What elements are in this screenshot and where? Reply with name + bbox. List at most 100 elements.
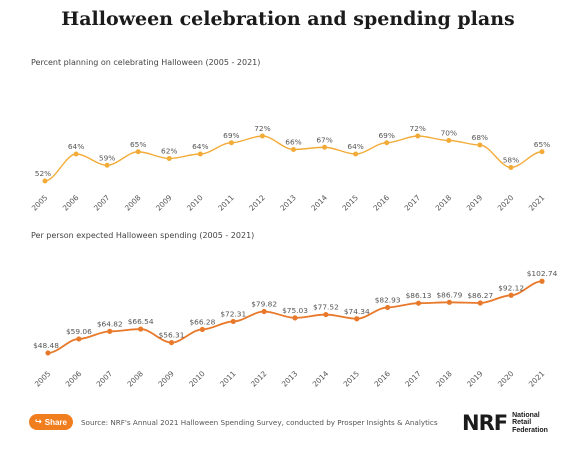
data-point	[107, 328, 113, 334]
data-label: 65%	[534, 140, 550, 149]
data-label: $86.13	[406, 291, 432, 300]
share-icon: ↪	[35, 417, 42, 426]
data-label: $59.06	[66, 327, 92, 336]
x-tick-label: 2007	[92, 193, 112, 213]
chart-title: Percent planning on celebrating Hallowee…	[31, 58, 260, 67]
data-point	[45, 350, 51, 356]
data-label: $86.27	[467, 291, 493, 300]
x-tick-label: 2020	[496, 369, 516, 389]
x-tick-label: 2018	[434, 193, 454, 213]
x-tick-label: 2008	[123, 193, 143, 213]
data-label: $79.82	[251, 300, 277, 309]
x-tick-label: 2012	[249, 369, 269, 389]
nrf-logo-line: National	[512, 411, 540, 419]
x-tick-label: 2020	[496, 193, 516, 213]
data-point	[385, 304, 391, 311]
data-label: $86.79	[436, 290, 462, 299]
page-title: Halloween celebration and spending plans	[61, 8, 515, 30]
x-tick-label: 2013	[278, 193, 298, 213]
data-point	[259, 133, 265, 139]
x-tick-label: 2021	[527, 369, 547, 389]
data-label: 68%	[472, 133, 488, 142]
data-label: 70%	[441, 129, 457, 138]
data-point	[261, 308, 267, 315]
x-tick-label: 2016	[372, 369, 392, 389]
x-tick-label: 2005	[30, 193, 50, 213]
x-tick-label: 2017	[403, 369, 423, 389]
data-point	[508, 165, 514, 170]
celebration-chart: Percent planning on celebrating Hallowee…	[30, 58, 550, 213]
data-label: $48.48	[33, 341, 59, 350]
spending-chart: Per person expected Halloween spending (…	[31, 231, 558, 389]
data-point	[168, 339, 175, 346]
x-tick-label: 2015	[340, 193, 360, 213]
data-point	[228, 140, 234, 146]
nrf-logo-mark: NRF	[462, 411, 508, 435]
data-label: $77.52	[313, 303, 339, 312]
nrf-logo-line: Federation	[512, 426, 548, 434]
data-point	[291, 147, 296, 152]
data-label: 69%	[378, 131, 394, 140]
data-label: 69%	[223, 131, 239, 140]
data-label: 62%	[161, 147, 177, 156]
x-tick-label: 2016	[371, 193, 391, 213]
data-point	[539, 278, 545, 284]
nrf-logo-line: Retail	[512, 419, 532, 427]
data-point	[292, 315, 298, 321]
x-tick-label: 2013	[280, 369, 300, 389]
data-label: 65%	[130, 140, 146, 149]
x-tick-label: 2006	[61, 193, 81, 213]
data-point	[323, 311, 329, 318]
data-label: 52%	[35, 169, 51, 178]
data-label: $66.28	[189, 317, 215, 326]
data-point	[477, 142, 483, 148]
x-tick-label: 2019	[465, 369, 485, 389]
x-tick-label: 2012	[247, 193, 267, 213]
data-label: 59%	[99, 153, 115, 162]
x-tick-label: 2009	[156, 369, 176, 389]
x-tick-label: 2010	[185, 193, 205, 213]
x-tick-label: 2014	[311, 369, 331, 389]
data-point	[354, 316, 360, 322]
data-point	[539, 149, 545, 155]
data-point	[415, 133, 421, 139]
data-label: 64%	[347, 142, 363, 151]
data-label: $92.12	[498, 283, 524, 292]
x-tick-label: 2011	[216, 193, 236, 213]
data-point	[477, 300, 483, 306]
x-tick-label: 2021	[527, 193, 547, 213]
x-tick-label: 2010	[187, 369, 207, 389]
data-label: $82.93	[375, 295, 401, 304]
x-tick-label: 2005	[33, 369, 53, 389]
data-point	[508, 292, 514, 298]
share-button[interactable]: ↪ Share	[29, 414, 73, 430]
share-label: Share	[44, 417, 67, 427]
x-tick-label: 2009	[154, 193, 174, 213]
footer: ↪ Share Source: NRF's Annual 2021 Hallow…	[0, 404, 576, 444]
data-point	[166, 156, 172, 161]
x-tick-label: 2017	[402, 193, 422, 213]
data-point	[446, 299, 452, 305]
x-tick-label: 2019	[465, 193, 485, 213]
x-tick-label: 2007	[94, 369, 114, 389]
nrf-logo-name: National Retail Federation	[512, 412, 548, 435]
x-tick-label: 2008	[125, 369, 145, 389]
x-tick-label: 2011	[218, 369, 238, 389]
data-label: $72.31	[220, 309, 246, 318]
data-label: $64.82	[97, 319, 123, 328]
source-note: Source: NRF's Annual 2021 Halloween Spen…	[81, 418, 438, 427]
data-point	[384, 140, 390, 146]
x-tick-label: 2014	[309, 193, 329, 213]
data-label: 64%	[68, 142, 84, 151]
data-label: $75.03	[282, 306, 308, 315]
x-tick-label: 2018	[434, 369, 454, 389]
data-point	[415, 300, 422, 306]
data-point	[446, 138, 452, 143]
x-tick-label: 2015	[341, 369, 361, 389]
data-point	[76, 336, 82, 342]
data-label: 64%	[192, 142, 208, 151]
data-label: $56.31	[159, 331, 185, 340]
data-point	[230, 318, 236, 325]
data-label: $74.34	[344, 307, 370, 316]
data-point	[138, 326, 144, 332]
